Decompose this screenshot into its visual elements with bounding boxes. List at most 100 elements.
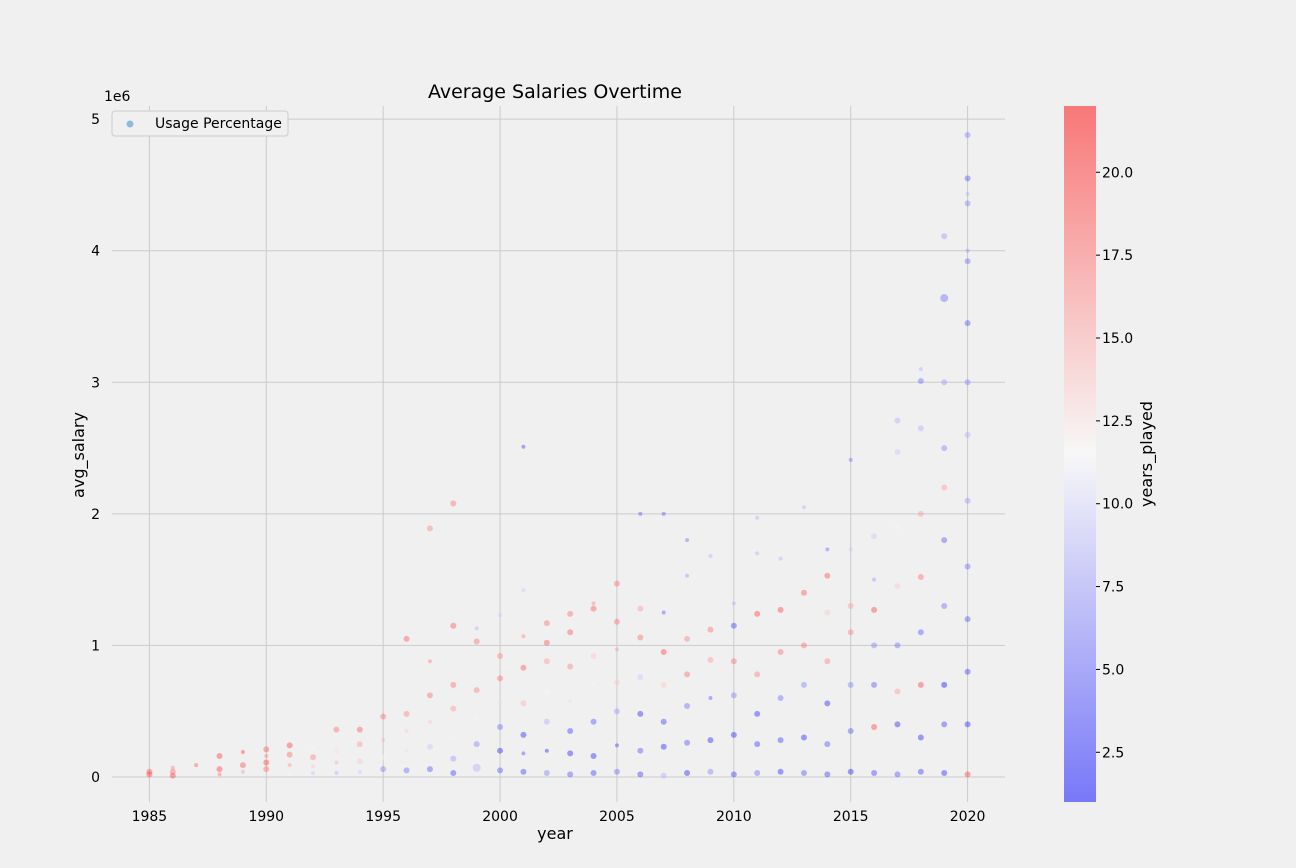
- data-point: [754, 671, 761, 678]
- data-point: [778, 556, 783, 561]
- data-point: [543, 639, 550, 646]
- x-tick-label: 2010: [716, 809, 752, 825]
- data-point: [917, 734, 924, 741]
- data-point: [498, 701, 503, 706]
- data-point: [847, 602, 854, 609]
- data-point: [917, 425, 924, 432]
- data-point: [286, 751, 293, 758]
- data-point: [637, 747, 644, 754]
- data-point: [426, 766, 433, 773]
- data-point: [216, 766, 223, 773]
- data-point: [708, 553, 713, 558]
- colorbar-tick-label: 10.0: [1102, 497, 1133, 513]
- data-point: [333, 726, 340, 733]
- data-point: [964, 616, 971, 623]
- colorbar-tick-label: 15.0: [1102, 331, 1133, 347]
- data-point: [965, 192, 970, 197]
- data-point: [473, 741, 480, 748]
- data-point: [333, 747, 340, 754]
- data-point: [941, 445, 948, 452]
- data-point: [521, 751, 526, 756]
- data-point: [426, 692, 433, 699]
- data-point: [240, 750, 245, 755]
- data-point: [426, 525, 433, 532]
- data-point: [847, 681, 854, 688]
- data-point: [450, 705, 457, 712]
- data-point: [498, 613, 503, 618]
- x-tick-labels: 1985 1990 1995 2000 2005 2010 2015 2020: [132, 809, 986, 825]
- data-point: [754, 710, 761, 717]
- data-point: [637, 674, 644, 681]
- points-layer: [146, 131, 971, 779]
- data-point: [286, 742, 293, 749]
- data-point: [800, 734, 807, 741]
- data-point: [824, 609, 831, 616]
- data-point: [146, 768, 153, 775]
- data-point: [754, 610, 761, 617]
- data-point: [590, 652, 597, 659]
- data-point: [917, 377, 924, 384]
- data-point: [380, 754, 387, 761]
- data-point: [754, 741, 761, 748]
- data-point: [637, 634, 644, 641]
- x-axis-label: year: [537, 824, 573, 843]
- data-point: [403, 710, 410, 717]
- data-point: [964, 771, 971, 778]
- data-point: [591, 682, 596, 687]
- data-point: [450, 622, 457, 629]
- data-point: [940, 294, 949, 303]
- data-point: [964, 258, 971, 265]
- data-point: [917, 510, 924, 517]
- data-point: [777, 737, 784, 744]
- data-point: [521, 634, 526, 639]
- data-point: [450, 770, 457, 777]
- data-point: [964, 497, 971, 504]
- data-point: [684, 770, 691, 777]
- data-point: [473, 687, 480, 694]
- data-point: [707, 626, 714, 633]
- data-point: [426, 743, 433, 750]
- y-tick-label: 0: [91, 770, 100, 786]
- data-point: [685, 538, 690, 543]
- data-point: [730, 692, 737, 699]
- data-point: [520, 768, 527, 775]
- y-tick-label: 4: [91, 244, 100, 260]
- data-point: [404, 728, 409, 733]
- y-axis-label: avg_salary: [69, 412, 89, 498]
- data-point: [871, 724, 878, 731]
- data-point: [941, 770, 948, 777]
- data-point: [567, 750, 574, 757]
- data-point: [451, 735, 456, 740]
- x-tick-label: 1985: [132, 809, 168, 825]
- data-point: [264, 753, 269, 758]
- data-point: [707, 768, 714, 775]
- y-tick-labels: 0 1 2 3 4 5: [91, 112, 100, 786]
- data-point: [800, 770, 807, 777]
- data-point: [871, 770, 878, 777]
- data-point: [660, 743, 667, 750]
- data-point: [357, 769, 362, 774]
- data-point: [521, 588, 526, 593]
- data-point: [240, 769, 245, 774]
- grid-layer: [112, 106, 1005, 802]
- data-point: [917, 681, 924, 688]
- data-point: [613, 679, 620, 686]
- data-point: [847, 727, 854, 734]
- data-point: [263, 746, 270, 753]
- data-point: [568, 698, 573, 703]
- data-point: [730, 771, 737, 778]
- colorbar-tick-label: 12.5: [1102, 414, 1133, 430]
- data-point: [684, 671, 691, 678]
- data-point: [730, 658, 737, 665]
- data-point: [287, 763, 292, 768]
- data-point: [661, 511, 666, 516]
- data-point: [590, 752, 597, 759]
- data-point: [755, 551, 760, 556]
- data-point: [637, 605, 644, 612]
- data-point: [263, 766, 270, 773]
- data-point: [543, 770, 550, 777]
- y-tick-label: 3: [91, 375, 100, 391]
- colorbar-tick-label: 7.5: [1102, 580, 1124, 596]
- data-point: [474, 626, 479, 631]
